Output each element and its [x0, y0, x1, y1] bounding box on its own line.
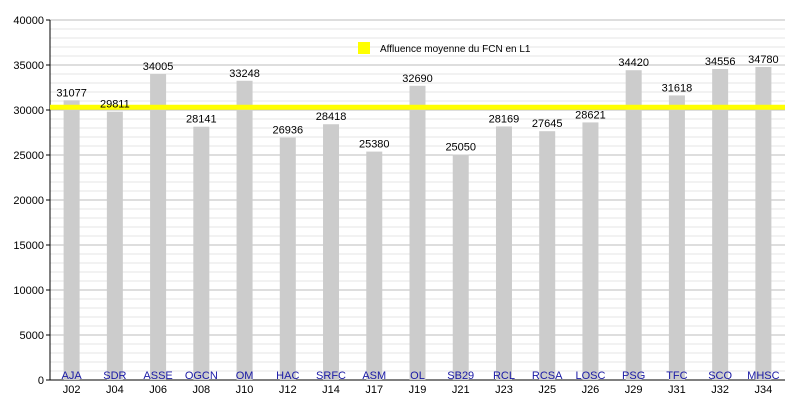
bar-J34	[755, 66, 772, 380]
round-label: J31	[668, 384, 686, 396]
team-label: SDR	[103, 370, 126, 382]
team-label: MHSC	[747, 370, 779, 382]
round-label: J06	[149, 384, 167, 396]
team-label: SB29	[447, 370, 474, 382]
team-label: SRFC	[316, 370, 346, 382]
y-tick-label: 30000	[13, 105, 44, 117]
value-label: 33248	[229, 68, 260, 80]
value-label: 28169	[489, 113, 520, 125]
value-label: 34556	[705, 56, 736, 68]
y-tick-label: 40000	[13, 15, 44, 27]
team-label: HAC	[276, 370, 299, 382]
value-label: 34780	[748, 54, 779, 66]
value-label: 31618	[662, 82, 693, 94]
value-label: 25380	[359, 139, 390, 151]
round-label: J02	[63, 384, 81, 396]
bar-J12	[279, 137, 296, 380]
team-label: SCO	[708, 370, 732, 382]
team-label: PSG	[622, 370, 645, 382]
team-label: OGCN	[185, 370, 218, 382]
legend-label: Affluence moyenne du FCN en L1	[380, 44, 531, 55]
round-label: J21	[452, 384, 470, 396]
y-tick-label: 15000	[13, 240, 44, 252]
team-label: RCL	[493, 370, 515, 382]
team-label: LOSC	[575, 370, 605, 382]
y-tick-label: 25000	[13, 150, 44, 162]
value-label: 32690	[402, 73, 433, 85]
y-tick-label: 10000	[13, 285, 44, 297]
bar-J04	[106, 111, 123, 381]
bar-J26	[582, 122, 599, 380]
round-label: J23	[495, 384, 513, 396]
bar-J06	[150, 73, 167, 380]
bar-J14	[323, 124, 340, 380]
team-label: OM	[236, 370, 254, 382]
bar-J17	[366, 151, 383, 380]
bar-J10	[236, 80, 253, 380]
round-label: J17	[365, 384, 383, 396]
bar-J31	[668, 95, 685, 381]
team-label: ASSE	[143, 370, 172, 382]
x-axis-labels: AJA J02 SDR J04 ASSE J06 OGCN J08 OM J10 HAC J12 SRF…	[62, 370, 780, 396]
bar-J32	[712, 68, 729, 380]
legend: Affluence moyenne du FCN en L1	[358, 42, 531, 55]
team-label: AJA	[62, 370, 83, 382]
y-tick-label: 0	[38, 375, 44, 387]
value-label: 26936	[272, 125, 303, 137]
round-label: J29	[625, 384, 643, 396]
round-label: J32	[711, 384, 729, 396]
bar-J23	[495, 126, 512, 380]
value-label: 27645	[532, 118, 563, 130]
round-label: J12	[279, 384, 297, 396]
team-label: ASM	[362, 370, 386, 382]
round-label: J08	[192, 384, 210, 396]
value-label: 28418	[316, 111, 347, 123]
legend-swatch	[358, 42, 370, 54]
team-label: TFC	[666, 370, 687, 382]
value-label: 25050	[445, 142, 476, 154]
team-label: RCSA	[532, 370, 563, 382]
round-label: J14	[322, 384, 340, 396]
round-label: J34	[755, 384, 773, 396]
round-label: J10	[236, 384, 254, 396]
y-tick-label: 20000	[13, 195, 44, 207]
round-label: J26	[582, 384, 600, 396]
value-label: 28141	[186, 114, 217, 126]
data-labels: 31077 29811 34005 28141 33248 26936 28418 25380…	[56, 54, 778, 154]
bar-J08	[193, 126, 210, 380]
round-label: J04	[106, 384, 124, 396]
value-label: 28621	[575, 109, 606, 121]
value-label: 34005	[143, 61, 174, 73]
team-label: OL	[410, 370, 425, 382]
bar-J29	[625, 70, 642, 380]
round-label: J19	[409, 384, 427, 396]
bar-J21	[452, 154, 469, 380]
bar-J25	[539, 131, 556, 380]
y-tick-label: 35000	[13, 60, 44, 72]
round-label: J25	[538, 384, 556, 396]
value-label: 34420	[618, 57, 649, 69]
bar-J19	[409, 85, 426, 380]
bar-J02	[63, 100, 80, 380]
y-tick-label: 5000	[20, 330, 44, 342]
bars	[63, 66, 772, 381]
value-label: 29811	[100, 99, 130, 111]
value-label: 31077	[56, 87, 87, 99]
